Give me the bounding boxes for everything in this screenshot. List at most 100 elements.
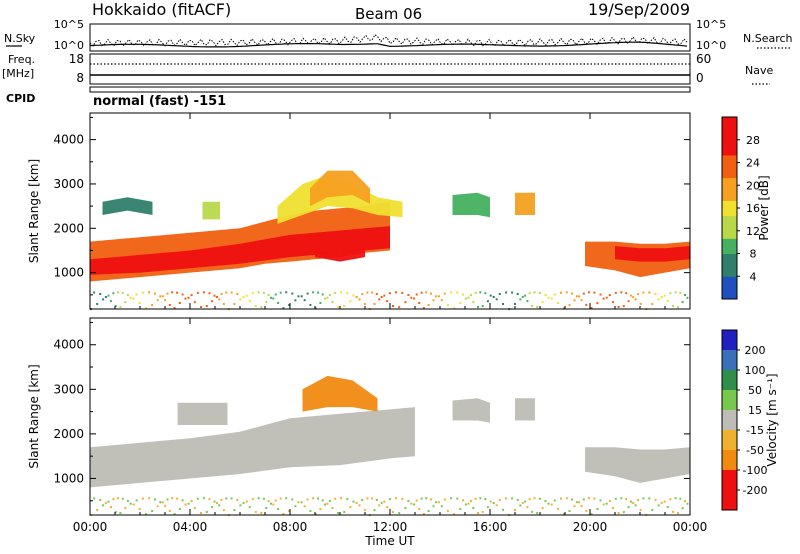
power-scatter-point [573, 299, 576, 302]
velocity-scatter-point [291, 498, 294, 501]
velocity-scatter-point [677, 512, 679, 515]
power-scatter-point [265, 301, 268, 304]
velocity-scatter-point [541, 507, 544, 510]
power-scatter-point [326, 296, 329, 299]
velocity-scatter-point [446, 509, 449, 512]
power-scatter-point [96, 303, 99, 305]
velocity-scatter-point [378, 504, 381, 507]
power-band-10 [202, 201, 220, 220]
power-scatter-point [154, 292, 156, 295]
power-scatter-point [446, 304, 449, 306]
power-scatter-point [528, 292, 531, 295]
power-band-2 [277, 175, 403, 224]
velocity-scatter-point [222, 509, 225, 511]
velocity-scatter-point [440, 505, 443, 508]
power-scatter-point [291, 292, 294, 295]
velocity-scatter-point [639, 508, 642, 511]
freq-unit-label: [MHz] [2, 67, 34, 80]
noise-frame [89, 23, 691, 52]
velocity-scatter-point [608, 500, 611, 502]
power-scatter-point [230, 291, 233, 294]
velocity-scatter-point [317, 497, 320, 500]
noise-left-tick-bottom: 10^0 [54, 39, 84, 52]
velocity-scatter-point [395, 497, 397, 500]
velocity-scatter-point [248, 506, 251, 509]
velocity-scatter-point [230, 497, 233, 500]
velocity-scatter-point [300, 501, 303, 504]
velocity-scatter-point [453, 513, 456, 516]
velocity-scatter-point [472, 507, 475, 509]
power-scatter-point [674, 291, 677, 294]
velocity-colorbar-segment [722, 450, 737, 471]
power-scatter-point [321, 293, 324, 296]
velocity-scatter-point [375, 498, 378, 501]
power-colorbar-segment [722, 208, 737, 217]
velocity-scatter-point [314, 513, 317, 516]
power-scatter-point [135, 293, 138, 296]
power-colorbar-segment [722, 124, 737, 133]
power-scatter-point [415, 293, 418, 296]
power-colorbar-segment [722, 230, 737, 239]
velocity-colorbar-tick-label: 50 [748, 384, 762, 397]
velocity-scatter-point [432, 505, 435, 508]
velocity-colorbar: 200 100 50 15 -15 -50 -100 -200 Velocity [m s⁻¹] [721, 329, 779, 511]
velocity-scatter-point [580, 505, 583, 508]
cpid-label: CPID [6, 92, 35, 105]
power-scatter-point [634, 298, 637, 301]
power-scatter-point [605, 296, 608, 299]
velocity-scatter-point [361, 499, 364, 501]
velocity-scatter-point [651, 509, 654, 511]
velocity-scatter-point [563, 513, 565, 515]
velocity-scatter-point [684, 500, 686, 502]
power-scatter-point [248, 300, 251, 303]
power-scatter-point [129, 296, 132, 299]
power-scatter-point [404, 301, 407, 304]
velocity-scatter-point [326, 502, 329, 505]
velocity-scatter-point [450, 497, 453, 500]
power-scatter-point [456, 291, 459, 294]
power-scatter-point [651, 303, 654, 306]
power-scatter-point [654, 293, 657, 295]
power-scatter-point [349, 300, 352, 303]
velocity-scatter-point [528, 498, 531, 501]
velocity-colorbar-label: Velocity [m s⁻¹] [765, 373, 779, 466]
power-colorbar-segment [722, 245, 737, 254]
velocity-scatter-point [340, 497, 343, 500]
velocity-scatter-point [553, 499, 556, 502]
velocity-scatter-point [620, 497, 623, 500]
power-scatter-point [312, 291, 315, 294]
velocity-scatter-point [622, 511, 625, 514]
power-scatter-point [495, 298, 498, 301]
velocity-scatter-point [686, 502, 689, 505]
power-ytick-label: 1000 [53, 266, 84, 280]
velocity-scatter-point [309, 510, 312, 512]
power-scatter-point [346, 292, 349, 295]
velocity-scatter-point [262, 497, 265, 500]
velocity-scatter-point [602, 503, 605, 506]
velocity-scatter-point [274, 499, 277, 502]
power-scatter-point [502, 303, 504, 305]
power-colorbar-segment [722, 117, 737, 126]
velocity-scatter-point [514, 509, 516, 511]
power-scatter-point [222, 303, 225, 305]
velocity-scatter-point [669, 498, 672, 501]
velocity-scatter-point [383, 500, 386, 503]
power-scatter-point [392, 305, 394, 307]
power-scatter-point [145, 307, 147, 310]
velocity-scatter-point [627, 506, 630, 509]
velocity-scatter-point [590, 513, 593, 516]
velocity-scatter-point [254, 511, 257, 513]
velocity-scatter-point [343, 511, 346, 513]
power-scatter-point [516, 293, 519, 295]
power-band-6 [515, 192, 535, 215]
freq-nave-panel: 18 8 60 0 [69, 52, 712, 85]
velocity-scatter-point [573, 505, 576, 508]
velocity-scatter-point [531, 510, 534, 513]
velocity-scatter-point [193, 507, 196, 509]
velocity-scatter-point [648, 497, 651, 500]
power-colorbar-segment [722, 185, 737, 194]
velocity-scatter-point [129, 502, 132, 505]
velocity-scatter-point [614, 497, 617, 500]
power-scatter-point [294, 299, 297, 302]
power-colorbar-segment [722, 132, 737, 141]
